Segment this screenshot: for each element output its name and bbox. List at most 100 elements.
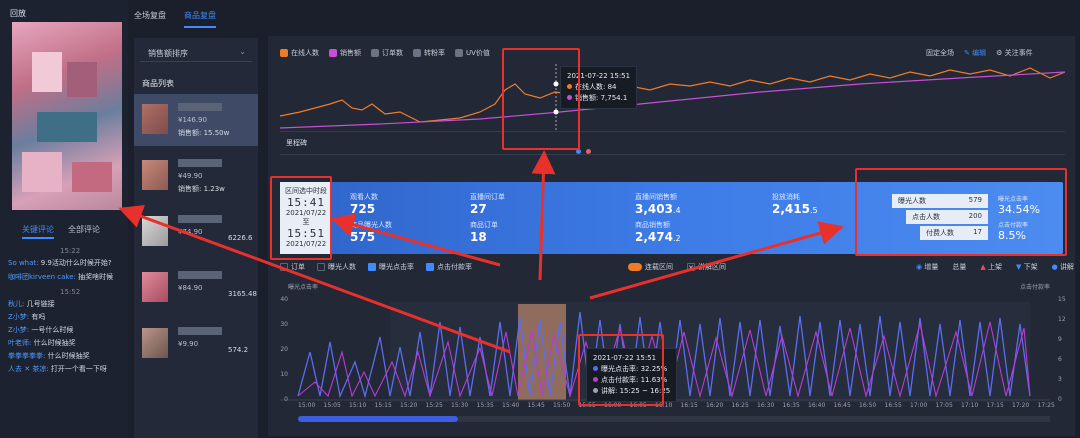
checkbox-exposure-ctr[interactable]: 曝光点击率 (368, 262, 414, 272)
filter-on-shelf[interactable]: ▲ 上架 (980, 263, 1002, 271)
video-player[interactable] (12, 22, 122, 210)
checkbox-click-pay[interactable]: 点击付款率 (426, 262, 472, 272)
product-name (178, 215, 222, 223)
filter-explain[interactable]: ● 讲解 (1051, 263, 1074, 271)
product-item[interactable]: ¥146.90 销售额: 15.50w (134, 94, 258, 146)
sort-select[interactable]: 销售额排序 ⌄ (140, 44, 252, 62)
selected-range[interactable] (518, 304, 566, 400)
product-thumbnail (142, 104, 168, 134)
left-axis-title: 曝光点击率 (288, 284, 319, 291)
funnel-click: 点击人数 200 (906, 210, 988, 224)
toggle-continuous[interactable]: 连载区间 (628, 262, 673, 272)
range-scrollbar[interactable] (298, 416, 458, 422)
milestone-dot[interactable] (586, 149, 591, 154)
tab-product-review[interactable]: 商品复盘 (184, 10, 216, 28)
product-name (178, 271, 222, 279)
product-item[interactable]: ¥84.90 3165.48 (134, 262, 258, 314)
x-tick: 17:20 (1012, 402, 1030, 409)
edit-button[interactable]: ✎ 编辑 (964, 49, 987, 57)
x-tick: 15:15 (374, 402, 392, 409)
radio-total[interactable]: 总量 (952, 263, 967, 271)
radio-increment[interactable]: ◉ 增量 (916, 263, 939, 271)
bottom-wave-chart[interactable] (280, 292, 1065, 432)
stat-ad-spend: 投放消耗 2,415.5 (772, 193, 818, 216)
x-tick: 16:40 (808, 402, 826, 409)
stat-room-orders: 直播间订单 27 (470, 193, 505, 216)
tab-key-comments[interactable]: 关键评论 (22, 224, 54, 239)
sort-label: 销售额排序 (148, 49, 188, 58)
top-tooltip: 2021-07-22 15:51 在线人数: 84 销售额: 7,754.1 (560, 66, 638, 109)
replay-title: 回放 (10, 9, 26, 18)
stat-viewers: 观看人数 725 (350, 193, 378, 216)
milestone-dot[interactable] (576, 149, 581, 154)
comment-tabs: 关键评论 全部评论 (22, 224, 100, 239)
legend-item[interactable]: 销售额 (329, 48, 361, 58)
rate-click-pay: 点击付款率 8.5% (998, 222, 1029, 242)
list-item: So what: 9.9活动什么时候开始? (8, 259, 112, 267)
range-time-box[interactable]: 区间选中时段 15:41 2021/07/22 至 15:51 2021/07/… (280, 182, 332, 254)
x-tick: 15:25 (425, 402, 443, 409)
stat-product-orders: 商品订单 18 (470, 221, 498, 244)
stat-room-sales: 直播间销售额 3,403.4 (635, 193, 681, 216)
product-name (178, 103, 222, 111)
chart-legend: 在线人数 销售额 订单数 转粉率 UV价值 (280, 48, 490, 58)
end-time: 15:51 (286, 227, 326, 240)
x-tick: 15:00 (298, 402, 316, 409)
x-tick: 15:35 (476, 402, 494, 409)
milestone-label: 里程碑 (286, 139, 307, 147)
x-tick: 16:35 (782, 402, 800, 409)
tab-full-review[interactable]: 全场复盘 (134, 11, 166, 20)
rate-exposure-ctr: 曝光点击率 34.54% (998, 196, 1040, 216)
list-item: 叶老师: 什么时候抽奖 (8, 339, 76, 347)
top-actions: 固定全场 ✎ 编辑 ⚙ 关注事件 (926, 48, 1033, 58)
product-price: ¥146.90 (178, 116, 207, 124)
x-tick: 15:20 (400, 402, 418, 409)
x-tick: 15:10 (349, 402, 367, 409)
product-price: ¥74.90 (178, 228, 203, 236)
annotation-box (502, 48, 580, 150)
filter-off-shelf[interactable]: ▼ 下架 (1015, 263, 1038, 271)
product-thumbnail (142, 328, 168, 358)
comment-time: 15:22 (60, 247, 81, 255)
legend-item[interactable]: UV价值 (455, 48, 490, 58)
view-controls: ◉ 增量 总量 ▲ 上架 ▼ 下架 ● 讲解 (916, 262, 1074, 272)
checkbox-exposure[interactable]: 曝光人数 (317, 262, 356, 272)
x-tick: 15:05 (323, 402, 341, 409)
legend-item[interactable]: 在线人数 (280, 48, 319, 58)
product-item[interactable]: ¥9.90 574.2 (134, 318, 258, 370)
product-thumbnail (142, 272, 168, 302)
x-tick: 17:10 (961, 402, 979, 409)
product-list-title: 商品列表 (142, 79, 174, 88)
x-tick: 16:55 (884, 402, 902, 409)
comment-time: 15:52 (60, 288, 81, 296)
product-price: ¥84.90 (178, 284, 203, 292)
sales-line (280, 71, 1065, 129)
x-tick: 15:30 (451, 402, 469, 409)
product-price: ¥9.90 (178, 340, 199, 348)
pencil-icon: ✎ (964, 49, 970, 57)
end-date: 2021/07/22 (285, 240, 327, 248)
x-tick: 17:05 (935, 402, 953, 409)
legend-item[interactable]: 转粉率 (413, 48, 445, 58)
x-tick: 17:15 (986, 402, 1004, 409)
chevron-down-icon: ⌄ (239, 47, 246, 56)
product-item[interactable]: ¥49.90 销售额: 1.23w (134, 150, 258, 202)
product-thumbnail (142, 160, 168, 190)
range-to: 至 (302, 218, 310, 226)
x-tick: 17:25 (1037, 402, 1055, 409)
list-item: Z小梦: 有吗 (8, 313, 46, 321)
product-sales: 销售额: 15.50w (178, 129, 230, 137)
comment-list[interactable]: 15:22 So what: 9.9活动什么时候开始? 咖啡团kirveen c… (8, 247, 120, 374)
legend-item[interactable]: 订单数 (371, 48, 403, 58)
tab-all-comments[interactable]: 全部评论 (68, 225, 100, 234)
stat-product-sales: 商品销售额 2,474.2 (635, 221, 681, 244)
fix-full-button[interactable]: 固定全场 (926, 49, 954, 57)
funnel-pay: 付费人数 17 (920, 226, 988, 240)
product-price: ¥49.90 (178, 172, 203, 180)
gear-icon: ⚙ (996, 49, 1003, 57)
list-item: 拳拳拳拳拳: 什么时候抽奖 (8, 352, 90, 360)
follow-events-button[interactable]: ⚙ 关注事件 (996, 49, 1033, 57)
right-axis-title: 点击付款率 (1020, 284, 1051, 291)
replay-panel: 回放 关键评论 全部评论 15:22 So what: 9.9活动什么时候开始?… (0, 0, 128, 438)
